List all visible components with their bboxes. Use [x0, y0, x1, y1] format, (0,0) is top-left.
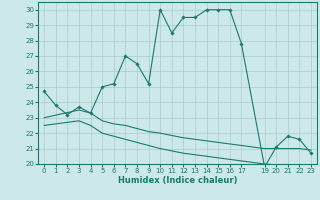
X-axis label: Humidex (Indice chaleur): Humidex (Indice chaleur): [118, 176, 237, 185]
